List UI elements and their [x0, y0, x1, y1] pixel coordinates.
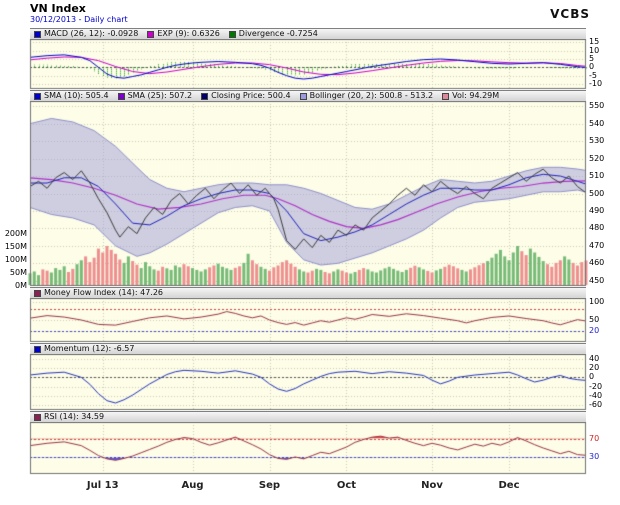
legend-swatch-icon [299, 92, 307, 100]
legend-swatch-icon [228, 30, 236, 38]
legend-swatch-icon [34, 413, 41, 421]
volume-axis-label: 50M [9, 268, 27, 277]
y-axis-label: 520 [589, 153, 605, 163]
y-axis-label: 0 [589, 62, 595, 72]
y-axis-label: 70 [589, 433, 600, 443]
x-axis-label: Oct [336, 480, 357, 491]
legend-item: Momentum (12): -6.57 [34, 345, 134, 353]
legend-item: Vol: 94.29M [442, 92, 499, 100]
legend-rsi: RSI (14): 34.59 [30, 411, 586, 423]
page-title: VN Index [30, 2, 86, 15]
y-axis-label: 20 [589, 363, 600, 372]
legend-macd: MACD (26, 12): -0.0928 EXP (9): 0.6326 Div… [30, 28, 586, 40]
legend-swatch-icon [34, 30, 41, 38]
x-axis-label: Aug [181, 480, 204, 491]
volume-axis-label: 150M [4, 242, 27, 251]
legend-item: Money Flow Index (14): 47.26 [34, 289, 163, 297]
y-axis-label: 510 [589, 171, 605, 181]
y-axis-label: 40 [589, 353, 600, 363]
y-axis-label: -5 [589, 70, 597, 80]
legend-item: SMA (10): 505.4 [34, 92, 109, 100]
brand-logo: VCBS [550, 7, 590, 21]
y-axis-label: 20 [589, 326, 600, 335]
y-axis-label: -10 [589, 79, 603, 88]
legend-label: Closing Price: 500.4 [211, 91, 291, 100]
legend-item: SMA (25): 507.2 [117, 91, 193, 100]
legend-item: RSI (14): 34.59 [34, 413, 104, 421]
x-axis-label: Nov [421, 480, 443, 491]
y-axis-label: -40 [589, 391, 603, 400]
legend-label: MACD (26, 12): -0.0928 [44, 29, 139, 38]
legend-label: SMA (25): 507.2 [127, 91, 193, 100]
legend-item: Bollinger (20, 2): 500.8 - 513.2 [299, 91, 434, 100]
y-axis-label: 50 [589, 315, 600, 324]
y-axis-label: 480 [589, 223, 605, 233]
volume-axis-label: 0M [15, 281, 27, 290]
legend-label: Money Flow Index (14): 47.26 [44, 288, 163, 297]
y-axis-label: 530 [589, 136, 605, 146]
legend-item: Closing Price: 500.4 [201, 91, 291, 100]
legend-label: Divergence -0.7254 [238, 29, 318, 38]
legend-price: SMA (10): 505.4 SMA (25): 507.2 Closing Pr… [30, 90, 586, 102]
legend-momentum: Momentum (12): -6.57 [30, 343, 586, 355]
volume-axis-label: 100M [4, 255, 27, 264]
y-axis-label: -60 [589, 400, 603, 410]
legend-swatch-icon [201, 92, 209, 100]
y-axis-label: -20 [589, 381, 603, 391]
legend-swatch-icon [34, 92, 41, 100]
legend-label: Vol: 94.29M [452, 91, 500, 100]
legend-swatch-icon [117, 92, 125, 100]
legend-swatch-icon [147, 30, 155, 38]
legend-swatch-icon [34, 345, 41, 353]
x-axis-label: Jul 13 [86, 480, 119, 491]
y-axis-label: 460 [589, 258, 605, 268]
legend-label: Bollinger (20, 2): 500.8 - 513.2 [309, 91, 434, 100]
legend-item: Divergence -0.7254 [228, 29, 318, 38]
y-axis-label: 10 [589, 45, 600, 55]
y-axis-label: 450 [589, 275, 605, 285]
legend-swatch-icon [34, 289, 41, 297]
y-axis-label: 100 [589, 296, 605, 306]
legend-label: SMA (10): 505.4 [44, 91, 109, 100]
legend-item: MACD (26, 12): -0.0928 [34, 30, 138, 38]
y-axis-label: 0 [589, 372, 595, 382]
legend-swatch-icon [442, 92, 450, 100]
y-axis-label: 470 [589, 240, 605, 250]
volume-axis-label: 200M [4, 229, 27, 238]
legend-mfi: Money Flow Index (14): 47.26 [30, 287, 586, 299]
x-axis-label: Sep [258, 480, 281, 491]
legend-label: EXP (9): 0.6326 [157, 29, 220, 38]
y-axis-label: 550 [589, 101, 605, 111]
legend-label: RSI (14): 34.59 [44, 412, 105, 421]
legend-item: EXP (9): 0.6326 [147, 29, 220, 38]
y-axis-label: 5 [589, 54, 595, 63]
y-axis-label: 490 [589, 205, 605, 215]
chart-date-subtitle: 30/12/2013 - Daily chart [30, 15, 128, 24]
y-axis-label: 15 [589, 37, 600, 47]
y-axis-label: 540 [589, 118, 605, 128]
y-axis-label: 500 [589, 188, 605, 198]
x-axis-label: Dec [498, 480, 520, 491]
legend-label: Momentum (12): -6.57 [44, 344, 135, 353]
y-axis-label: 30 [589, 452, 600, 462]
